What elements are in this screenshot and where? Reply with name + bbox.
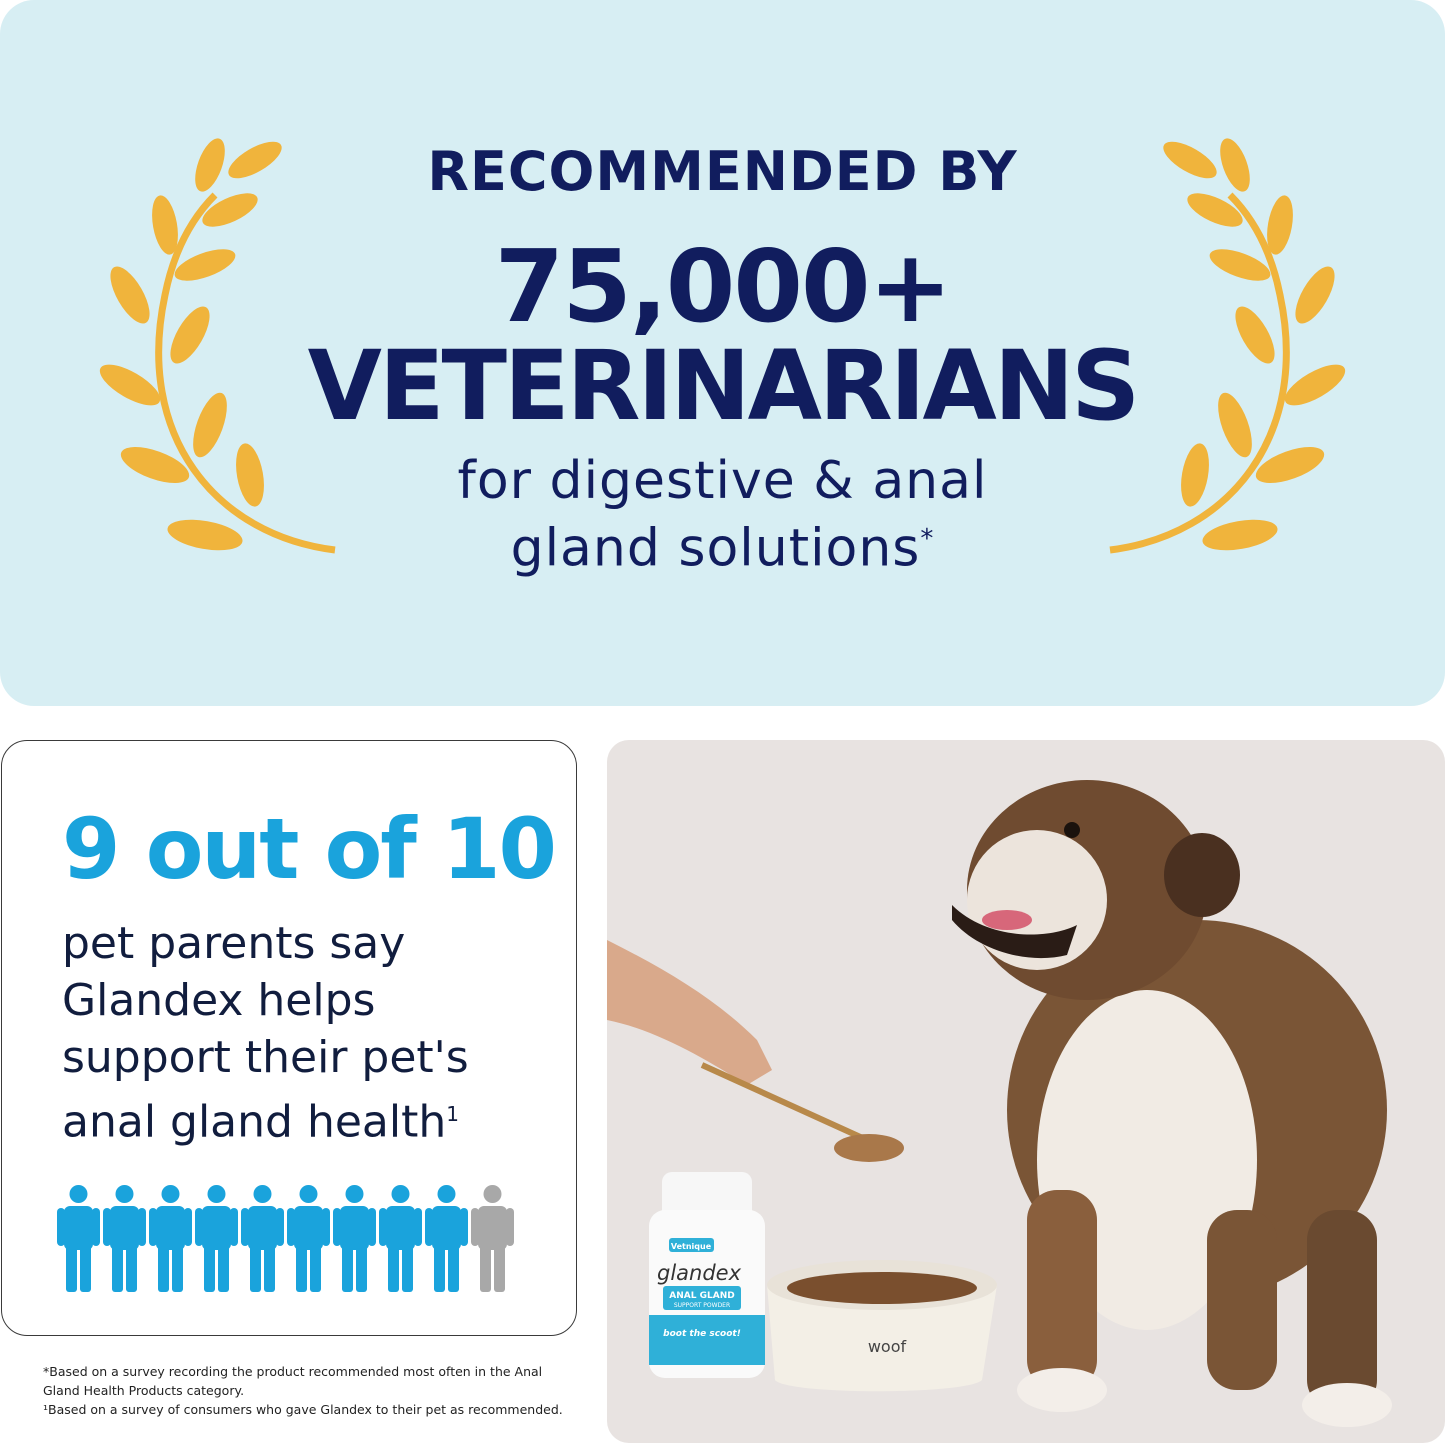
stat-body-line: Glandex helps [62,975,376,1026]
stat-body-line: support their pet's [62,1032,469,1083]
person-icon [287,1185,330,1292]
people-row [56,1184,515,1294]
person-icon [333,1185,376,1292]
food-bowl: woof [767,1260,997,1392]
stat-body-line: anal gland health1 [62,1086,469,1151]
subtitle-line-1: for digestive & anal [457,451,988,511]
footnote: ¹Based on a survey of consumers who gave… [43,1402,563,1417]
laurel-left-icon [99,138,336,554]
bottle-sublabel: SUPPORT POWDER [674,1302,730,1309]
stat-body-line: pet parents say [62,918,406,969]
person-icon [103,1185,146,1292]
stat-headline: 9 out of 10 [62,800,557,898]
hand-arm [607,940,772,1085]
footnote-mark: 1 [446,1102,459,1126]
banner: RECOMMENDED BY 75,000+ VETERINARIANS for… [0,0,1445,706]
subtitle-line-2: gland solutions* [0,510,1445,577]
banner-subtitle: for digestive & anal gland solutions* [0,452,1445,577]
glandex-bottle: Vetnique glandex ANAL GLAND SUPPORT POWD… [649,1172,765,1378]
dog-scene-illustration: woof Vetnique glandex ANAL GLAND SUPPORT… [607,780,1392,1427]
footnote-mark: * [920,524,935,554]
product-photo: woof Vetnique glandex ANAL GLAND SUPPORT… [607,740,1445,1443]
footnote: *Based on a survey recording the product… [43,1364,543,1398]
subtitle-line-2-text: gland solutions [510,518,921,579]
bowl-text: woof [868,1337,907,1356]
bottle-name: glandex [657,1261,742,1285]
spoon-handle [700,1062,869,1143]
person-icon [149,1185,192,1292]
spoon-powder [834,1134,904,1162]
person-icon [241,1185,284,1292]
person-icon [425,1185,468,1292]
bottle-tagline: boot the scoot! [663,1329,741,1339]
stat-body-line-text: anal gland health [62,1096,447,1148]
laurel-right-icon [1109,138,1346,554]
bulldog [952,780,1392,1427]
person-icon [471,1185,514,1292]
person-icon [379,1185,422,1292]
banner-line-1: RECOMMENDED BY [427,140,1018,203]
stat-body: pet parents say Glandex helps support th… [62,915,469,1151]
banner-line-3: VETERINARIANS [307,330,1141,442]
person-icon [195,1185,238,1292]
banner-vet-count: 75,000+ [494,228,953,345]
footnotes: *Based on a survey recording the product… [43,1362,563,1419]
bottle-label: ANAL GLAND [669,1291,734,1301]
person-icon [57,1185,100,1292]
bottle-brand: Vetnique [671,1242,712,1251]
